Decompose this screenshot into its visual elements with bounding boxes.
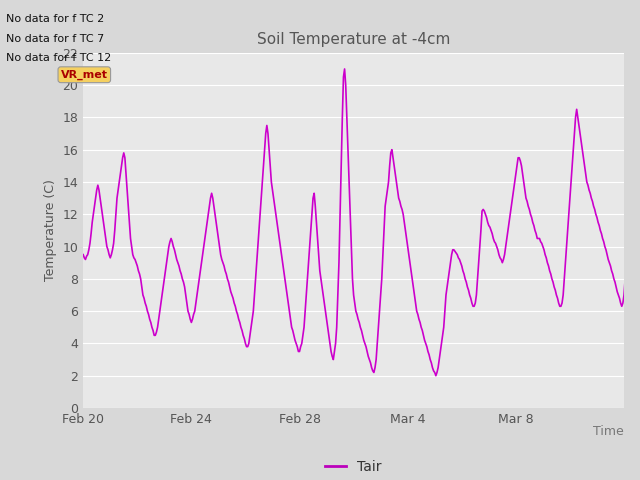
Text: No data for f TC 7: No data for f TC 7 — [6, 34, 105, 44]
Text: VR_met: VR_met — [61, 70, 108, 80]
Y-axis label: Temperature (C): Temperature (C) — [44, 180, 57, 281]
Text: No data for f TC 2: No data for f TC 2 — [6, 14, 105, 24]
Title: Soil Temperature at -4cm: Soil Temperature at -4cm — [257, 33, 451, 48]
Legend: Tair: Tair — [320, 454, 387, 479]
Text: Time: Time — [593, 425, 624, 438]
Text: No data for f TC 12: No data for f TC 12 — [6, 53, 111, 63]
